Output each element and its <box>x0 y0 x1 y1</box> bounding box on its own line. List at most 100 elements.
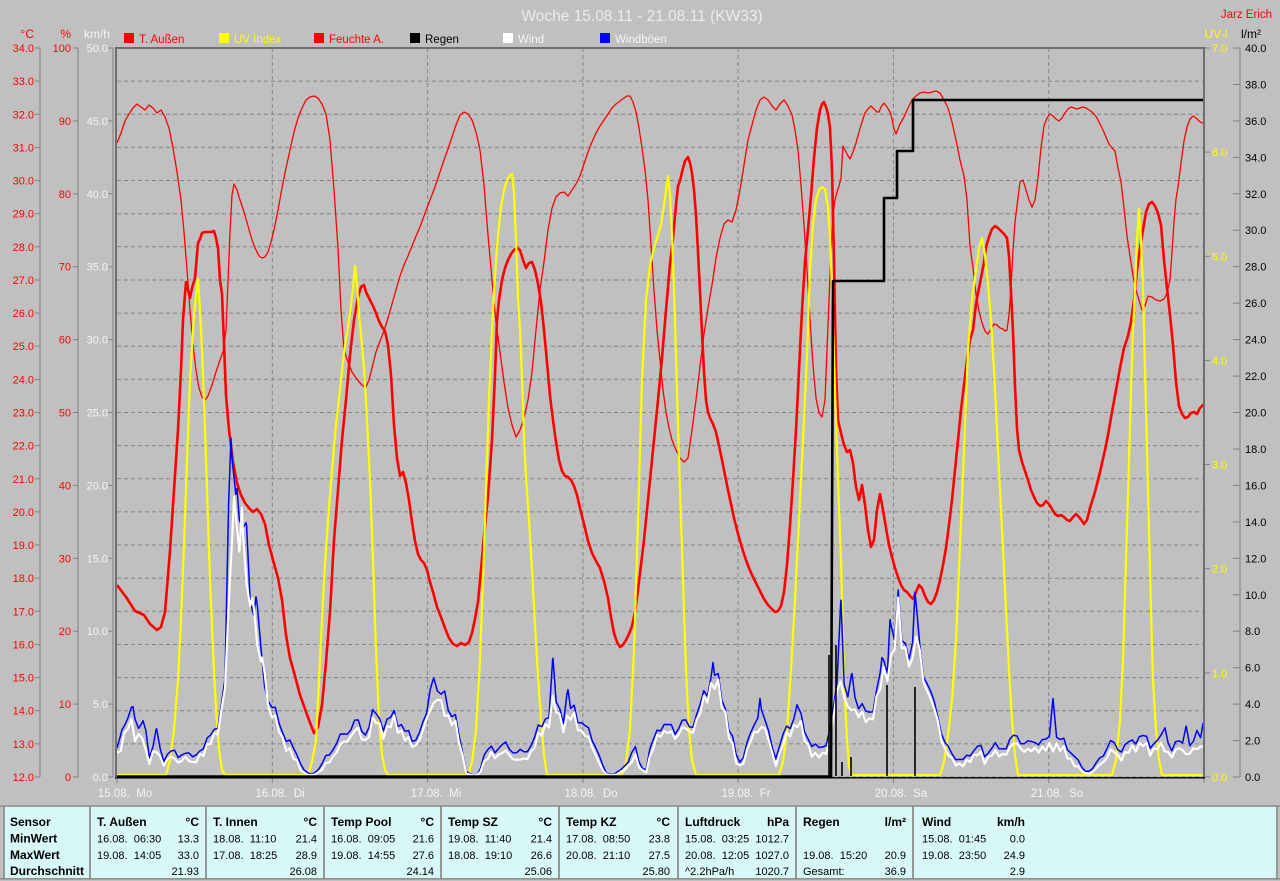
svg-text:Windböen: Windböen <box>615 34 667 46</box>
svg-text:10.0: 10.0 <box>87 626 108 638</box>
svg-text:13.3: 13.3 <box>178 834 199 846</box>
svg-text:60: 60 <box>59 335 71 347</box>
svg-text:25.80: 25.80 <box>642 866 670 878</box>
svg-text:20.0: 20.0 <box>1245 408 1266 420</box>
svg-text:16.0: 16.0 <box>1245 480 1266 492</box>
svg-text:19.08. 23:50: 19.08. 23:50 <box>922 850 986 862</box>
svg-text:Gesamt:: Gesamt: <box>803 866 845 878</box>
svg-text:20.08. Sa: 20.08. Sa <box>875 788 928 800</box>
svg-text:15.0: 15.0 <box>13 673 34 685</box>
svg-text:l/m²: l/m² <box>885 815 906 829</box>
svg-text:32.0: 32.0 <box>1245 189 1266 201</box>
svg-text:6.0: 6.0 <box>1212 147 1227 159</box>
svg-text:22.0: 22.0 <box>1245 371 1266 383</box>
svg-text:16.08. 09:05: 16.08. 09:05 <box>331 834 395 846</box>
svg-text:°C: °C <box>186 815 200 829</box>
svg-text:0.0: 0.0 <box>1212 772 1227 784</box>
svg-text:34.0: 34.0 <box>1245 152 1266 164</box>
svg-text:13.0: 13.0 <box>13 739 34 751</box>
svg-text:0.0: 0.0 <box>1010 834 1025 846</box>
svg-text:km/h: km/h <box>997 815 1025 829</box>
svg-text:26.6: 26.6 <box>531 850 552 862</box>
svg-text:19.08. 14:55: 19.08. 14:55 <box>331 850 395 862</box>
svg-text:25.0: 25.0 <box>87 408 108 420</box>
svg-text:hPa: hPa <box>767 815 789 829</box>
svg-text:Woche 15.08.11 - 21.08.11 (KW3: Woche 15.08.11 - 21.08.11 (KW33) <box>521 8 762 25</box>
svg-text:7.0: 7.0 <box>1212 43 1227 55</box>
svg-text:50: 50 <box>59 408 71 420</box>
svg-text:5.0: 5.0 <box>93 699 108 711</box>
svg-text:23.8: 23.8 <box>649 834 670 846</box>
svg-text:24.0: 24.0 <box>13 374 34 386</box>
svg-text:21.0: 21.0 <box>13 474 34 486</box>
svg-text:24.0: 24.0 <box>1245 335 1266 347</box>
svg-text:20.0: 20.0 <box>13 507 34 519</box>
svg-text:T. Innen: T. Innen <box>213 815 258 829</box>
svg-text:30.0: 30.0 <box>13 176 34 188</box>
svg-text:100: 100 <box>53 43 71 55</box>
svg-text:1012.7: 1012.7 <box>755 834 789 846</box>
svg-text:17.0: 17.0 <box>13 606 34 618</box>
svg-text:UV Index: UV Index <box>234 34 282 46</box>
svg-text:17.08. 18:25: 17.08. 18:25 <box>213 850 277 862</box>
svg-text:6.0: 6.0 <box>1245 663 1260 675</box>
svg-text:0.0: 0.0 <box>93 772 108 784</box>
svg-text:14.0: 14.0 <box>13 706 34 718</box>
svg-text:25.0: 25.0 <box>13 341 34 353</box>
svg-text:19.08. 14:05: 19.08. 14:05 <box>97 850 161 862</box>
svg-text:32.0: 32.0 <box>13 109 34 121</box>
svg-text:30: 30 <box>59 553 71 565</box>
svg-text:18.08. 19:10: 18.08. 19:10 <box>448 850 512 862</box>
svg-text:2.0: 2.0 <box>1212 564 1227 576</box>
svg-text:20.0: 20.0 <box>87 480 108 492</box>
svg-text:21.4: 21.4 <box>296 834 317 846</box>
svg-text:28.0: 28.0 <box>1245 262 1266 274</box>
svg-text:^2.2hPa/h: ^2.2hPa/h <box>685 866 734 878</box>
svg-text:30.0: 30.0 <box>1245 225 1266 237</box>
svg-text:Durchschnitt: Durchschnitt <box>10 864 84 878</box>
svg-text:18.0: 18.0 <box>1245 444 1266 456</box>
svg-text:Jarz Erich: Jarz Erich <box>1221 9 1272 21</box>
svg-text:15.0: 15.0 <box>87 553 108 565</box>
svg-text:1027.0: 1027.0 <box>755 850 789 862</box>
svg-text:15.08. 01:45: 15.08. 01:45 <box>922 834 986 846</box>
svg-text:29.0: 29.0 <box>13 209 34 221</box>
svg-text:36.9: 36.9 <box>885 866 906 878</box>
svg-text:31.0: 31.0 <box>13 142 34 154</box>
svg-text:Temp SZ: Temp SZ <box>448 815 498 829</box>
svg-text:Temp KZ: Temp KZ <box>566 815 616 829</box>
svg-text:1020.7: 1020.7 <box>755 866 789 878</box>
svg-text:33.0: 33.0 <box>13 76 34 88</box>
svg-text:16.0: 16.0 <box>13 640 34 652</box>
svg-text:27.5: 27.5 <box>649 850 670 862</box>
svg-text:33.0: 33.0 <box>178 850 199 862</box>
svg-text:19.08. 11:40: 19.08. 11:40 <box>448 834 511 846</box>
svg-text:8.0: 8.0 <box>1245 626 1260 638</box>
svg-text:20.08. 21:10: 20.08. 21:10 <box>566 850 630 862</box>
svg-text:50.0: 50.0 <box>87 43 108 55</box>
svg-text:21.6: 21.6 <box>413 834 434 846</box>
svg-text:23.0: 23.0 <box>13 408 34 420</box>
svg-text:40.0: 40.0 <box>1245 43 1266 55</box>
svg-text:UV-I: UV-I <box>1204 27 1227 41</box>
svg-text:24.9: 24.9 <box>1004 850 1025 862</box>
svg-text:18.0: 18.0 <box>13 573 34 585</box>
svg-text:26.0: 26.0 <box>1245 298 1266 310</box>
svg-text:12.0: 12.0 <box>13 772 34 784</box>
svg-text:18.08. Do: 18.08. Do <box>564 788 617 800</box>
svg-text:80: 80 <box>59 189 71 201</box>
svg-text:1.0: 1.0 <box>1212 668 1227 680</box>
svg-text:28.9: 28.9 <box>296 850 317 862</box>
svg-text:Sensor: Sensor <box>10 815 51 829</box>
svg-text:0.0: 0.0 <box>1245 772 1260 784</box>
svg-text:Luftdruck: Luftdruck <box>685 815 741 829</box>
svg-text:21.4: 21.4 <box>531 834 552 846</box>
svg-text:27.6: 27.6 <box>413 850 434 862</box>
svg-text:90: 90 <box>59 116 71 128</box>
svg-text:15.08. Mo: 15.08. Mo <box>98 788 152 800</box>
svg-text:27.0: 27.0 <box>13 275 34 287</box>
svg-text:20.9: 20.9 <box>885 850 906 862</box>
svg-text:4.0: 4.0 <box>1245 699 1260 711</box>
svg-text:km/h: km/h <box>84 27 110 41</box>
svg-text:35.0: 35.0 <box>87 262 108 274</box>
